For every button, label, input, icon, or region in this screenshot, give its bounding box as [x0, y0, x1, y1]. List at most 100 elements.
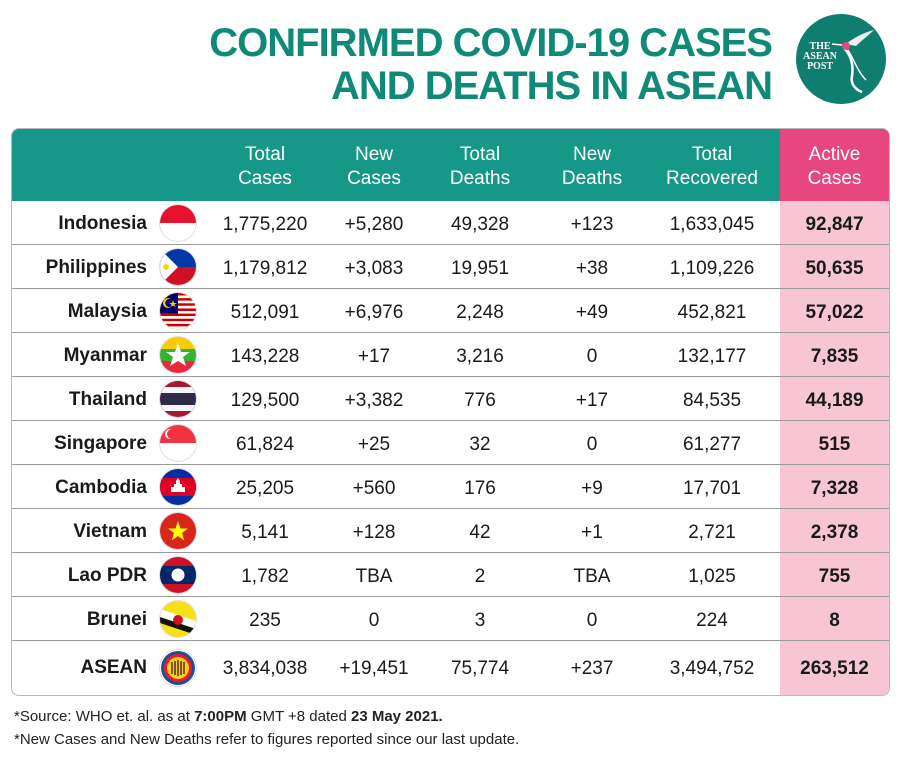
cell-total-cases: 129,500 — [230, 390, 300, 411]
cell-new-cases: +3,382 — [344, 390, 404, 411]
cell-total-deaths: 19,951 — [450, 258, 510, 279]
cell-active-cases: 8 — [829, 610, 840, 631]
cell-total-recovered: 1,633,045 — [669, 214, 755, 235]
header-total-deaths: Total Deaths — [449, 144, 511, 189]
cell-new-deaths: TBA — [573, 566, 611, 587]
page-title: CONFIRMED COVID-19 CASES AND DEATHS IN A… — [209, 21, 773, 108]
header-new-deaths: New Deaths — [561, 144, 623, 189]
malaysia-flag-icon — [160, 293, 196, 329]
cell-total-deaths: 2,248 — [456, 302, 504, 323]
cell-active-cases: 515 — [818, 434, 851, 455]
cell-new-deaths: 0 — [586, 610, 598, 631]
cell-new-deaths: +1 — [581, 522, 603, 543]
table-row: Singapore 61,824 +25 32 0 61,277 515 — [12, 421, 889, 465]
cell-new-cases: 0 — [368, 610, 380, 631]
table-row: Vietnam 5,141 +128 42 +1 2,721 2,378 — [12, 509, 889, 553]
table-row: Myanmar 143,228 +17 3,216 0 132,177 7,835 — [12, 333, 889, 377]
vietnam-flag-icon — [160, 513, 196, 549]
cell-total-cases: 1,782 — [241, 566, 289, 587]
cell-new-cases: +3,083 — [344, 258, 404, 279]
logo-text: THE ASEAN POST — [803, 41, 837, 72]
row-divider — [12, 376, 889, 377]
row-divider — [12, 464, 889, 465]
header-total-cases: Total Cases — [238, 144, 292, 189]
country-name: Philippines — [45, 257, 147, 278]
country-name: Singapore — [54, 433, 147, 454]
thailand-flag-icon — [160, 381, 196, 417]
cell-new-deaths: +49 — [575, 302, 609, 323]
cell-new-cases: +560 — [352, 478, 396, 499]
new-figures-footnote: *New Cases and New Deaths refer to figur… — [14, 731, 520, 748]
cell-total-deaths: 49,328 — [450, 214, 510, 235]
cell-total-cases: 1,179,812 — [222, 258, 308, 279]
table-row: Cambodia 25,205 +560 176 +9 17,701 7,328 — [12, 465, 889, 509]
cell-new-deaths: 0 — [586, 434, 598, 455]
asean-emblem-icon — [160, 650, 196, 686]
cambodia-flag-icon — [160, 469, 196, 505]
cell-active-cases: 50,635 — [805, 258, 864, 279]
table-row: Malaysia 512,091 +6,976 2,248 +49 452,821 57,0… — [12, 289, 889, 333]
row-divider — [12, 596, 889, 597]
cell-total-recovered: 61,277 — [682, 434, 742, 455]
cell-total-deaths: 3,216 — [456, 346, 504, 367]
cell-new-cases: +25 — [357, 434, 391, 455]
country-name: Lao PDR — [67, 565, 147, 586]
cell-new-cases: TBA — [355, 566, 393, 587]
cell-total-recovered: 3,494,752 — [669, 658, 755, 679]
singapore-flag-icon — [160, 425, 196, 461]
cell-total-recovered: 1,109,226 — [669, 258, 755, 279]
cell-total-deaths: 42 — [469, 522, 491, 543]
cell-total-recovered: 132,177 — [677, 346, 747, 367]
row-divider — [12, 508, 889, 509]
cell-new-cases: +128 — [352, 522, 396, 543]
table-row: Lao PDR 1,782 TBA 2 TBA 1,025 755 — [12, 553, 889, 597]
cell-total-recovered: 84,535 — [682, 390, 742, 411]
cell-total-cases: 1,775,220 — [222, 214, 308, 235]
cell-total-deaths: 32 — [469, 434, 491, 455]
active-cases-header-bg — [780, 129, 889, 201]
cell-new-deaths: +237 — [570, 658, 614, 679]
cell-total-recovered: 452,821 — [677, 302, 747, 323]
active-cases-column-bg — [780, 201, 889, 695]
cell-total-cases: 512,091 — [230, 302, 300, 323]
source-footnote: *Source: WHO et. al. as at 7:00PM GMT +8… — [14, 708, 443, 725]
row-divider — [12, 552, 889, 553]
cell-total-recovered: 2,721 — [688, 522, 736, 543]
table-header — [12, 129, 889, 201]
hummingbird-icon — [831, 30, 874, 94]
covid-cases-table: Total Cases New Cases Total Deaths New Deaths To… — [11, 128, 890, 696]
cell-new-cases: +5,280 — [344, 214, 404, 235]
cell-total-deaths: 75,774 — [450, 658, 510, 679]
country-name: Vietnam — [73, 521, 147, 542]
cell-active-cases: 44,189 — [805, 390, 864, 411]
country-name: Indonesia — [58, 213, 147, 234]
title-line-1: CONFIRMED COVID-19 CASES — [209, 21, 773, 65]
cell-new-deaths: +17 — [575, 390, 609, 411]
cell-new-deaths: +123 — [570, 214, 614, 235]
country-name: Cambodia — [55, 477, 147, 498]
philippines-flag-icon — [160, 249, 196, 285]
cell-new-deaths: +38 — [575, 258, 609, 279]
cell-total-recovered: 1,025 — [688, 566, 736, 587]
row-divider — [12, 288, 889, 289]
cell-total-cases: 25,205 — [235, 478, 295, 499]
cell-active-cases: 7,835 — [810, 346, 859, 367]
cell-new-deaths: 0 — [586, 346, 598, 367]
country-name: Brunei — [86, 609, 147, 630]
header-new-cases: New Cases — [347, 144, 401, 189]
cell-total-deaths: 2 — [474, 566, 486, 587]
country-name: ASEAN — [80, 657, 147, 678]
cell-total-cases: 5,141 — [241, 522, 289, 543]
cell-total-recovered: 17,701 — [682, 478, 742, 499]
cell-total-deaths: 776 — [464, 390, 496, 411]
cell-active-cases: 57,022 — [805, 302, 864, 323]
row-divider — [12, 420, 889, 421]
cell-active-cases: 92,847 — [805, 214, 864, 235]
laos-flag-icon — [160, 557, 196, 593]
indonesia-flag-icon — [160, 205, 196, 241]
cell-active-cases: 263,512 — [800, 658, 869, 679]
cell-active-cases: 7,328 — [810, 478, 859, 499]
table-row: Indonesia 1,775,220 +5,280 49,328 +123 1,633,… — [12, 201, 889, 245]
cell-new-deaths: +9 — [581, 478, 603, 499]
table-row: ASEAN 3,834,038 +19,451 75,774 +237 3,494,752… — [12, 641, 889, 695]
